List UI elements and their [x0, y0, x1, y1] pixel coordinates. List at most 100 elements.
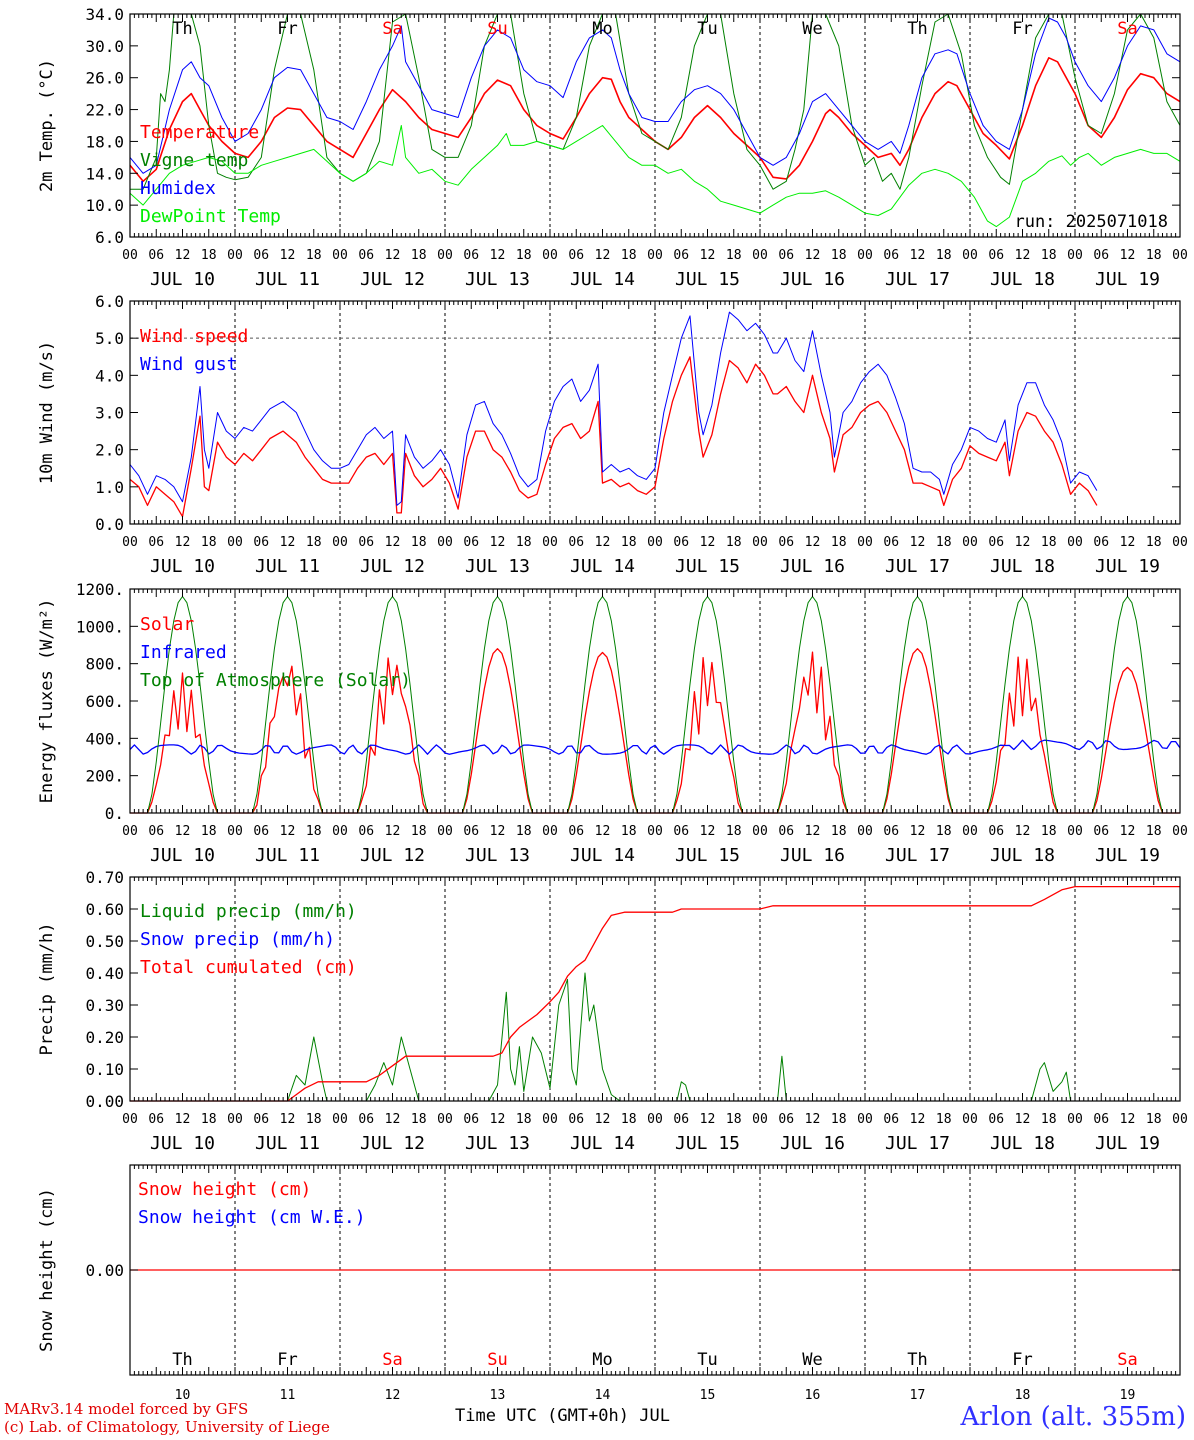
hour-label: 00 [122, 824, 138, 839]
legend-entry: Wind gust [140, 354, 238, 375]
legend-entry: Vigne temp [140, 150, 248, 171]
hour-label: 12 [1120, 535, 1136, 550]
model-credit: MARv3.14 model forced by GFS [4, 1400, 249, 1418]
hour-label: 06 [1093, 248, 1109, 263]
hour-label: 06 [148, 824, 164, 839]
day-number: 13 [490, 1388, 506, 1403]
day-name: Fr [1012, 19, 1032, 39]
legend-entry: Solar [140, 614, 194, 635]
hour-label: 00 [227, 824, 243, 839]
legend-entry: Snow precip (mm/h) [140, 929, 335, 950]
y-tick-label: 0.30 [85, 996, 124, 1015]
hour-label: 12 [280, 535, 296, 550]
hour-label: 00 [332, 1112, 348, 1127]
hour-label: 12 [280, 1112, 296, 1127]
hour-label: 06 [1093, 535, 1109, 550]
hour-label: 18 [1146, 535, 1162, 550]
hour-label: 00 [437, 1112, 453, 1127]
hour-label: 00 [752, 824, 768, 839]
date-label: JUL 15 [675, 1133, 740, 1154]
hour-label: 18 [936, 1112, 952, 1127]
hour-label: 12 [1120, 824, 1136, 839]
day-name: Fr [1012, 1350, 1032, 1370]
hour-label: 00 [542, 535, 558, 550]
date-label: JUL 10 [150, 1133, 215, 1154]
y-tick-label: 0.0 [95, 515, 124, 534]
hour-label: 00 [227, 535, 243, 550]
hour-label: 12 [385, 1112, 401, 1127]
hour-label: 06 [568, 1112, 584, 1127]
y-tick-label: 0.00 [85, 1092, 124, 1111]
hour-label: 18 [1041, 824, 1057, 839]
hour-label: 00 [647, 535, 663, 550]
hour-label: 12 [1015, 248, 1031, 263]
legend-entry: Snow height (cm W.E.) [138, 1207, 366, 1228]
run-annotation: run: 2025071018 [1014, 212, 1168, 232]
date-label: JUL 13 [465, 269, 530, 290]
y-axis-label: Snow height (cm) [37, 1188, 57, 1352]
hour-label: 18 [831, 1112, 847, 1127]
hour-label: 00 [1172, 824, 1188, 839]
hour-label: 12 [910, 1112, 926, 1127]
date-label: JUL 10 [150, 269, 215, 290]
hour-label: 12 [280, 824, 296, 839]
date-label: JUL 10 [150, 556, 215, 577]
hour-label: 00 [962, 535, 978, 550]
date-label: JUL 17 [885, 269, 950, 290]
hour-label: 00 [962, 248, 978, 263]
day-number: 12 [385, 1388, 401, 1403]
hour-label: 12 [805, 1112, 821, 1127]
hour-label: 00 [227, 248, 243, 263]
hour-label: 12 [1120, 1112, 1136, 1127]
hour-label: 18 [621, 535, 637, 550]
date-label: JUL 14 [570, 1133, 635, 1154]
hour-label: 18 [516, 1112, 532, 1127]
hour-label: 12 [175, 535, 191, 550]
hour-label: 12 [910, 824, 926, 839]
hour-label: 00 [332, 535, 348, 550]
hour-label: 18 [1041, 535, 1057, 550]
hour-label: 12 [700, 535, 716, 550]
hour-label: 06 [463, 248, 479, 263]
y-tick-label: 3.0 [95, 404, 124, 423]
hour-label: 06 [148, 248, 164, 263]
y-tick-label: 0.50 [85, 932, 124, 951]
hour-label: 00 [752, 248, 768, 263]
hour-label: 12 [490, 535, 506, 550]
hour-label: 06 [253, 535, 269, 550]
hour-label: 06 [463, 824, 479, 839]
hour-label: 12 [595, 1112, 611, 1127]
date-label: JUL 16 [780, 1133, 845, 1154]
y-tick-label: 200. [85, 767, 124, 786]
lab-credit: (c) Lab. of Climatology, University of L… [4, 1418, 330, 1436]
site-name: Arlon (alt. 355m) [960, 1402, 1186, 1432]
hour-label: 18 [1146, 824, 1162, 839]
hour-label: 06 [463, 1112, 479, 1127]
legend-entry: Wind speed [140, 326, 248, 347]
day-name: Sa [1117, 1350, 1137, 1370]
hour-label: 12 [490, 248, 506, 263]
hour-label: 12 [385, 824, 401, 839]
hour-label: 00 [1172, 1112, 1188, 1127]
date-label: JUL 19 [1095, 556, 1160, 577]
day-number: 19 [1120, 1388, 1136, 1403]
y-tick-label: 1.0 [95, 478, 124, 497]
day-name: Sa [382, 1350, 402, 1370]
hour-label: 06 [358, 824, 374, 839]
day-name: We [802, 1350, 822, 1370]
series-wind-gust [129, 311, 1098, 506]
day-number: 16 [805, 1388, 821, 1403]
hour-label: 06 [148, 1112, 164, 1127]
y-tick-label: 22.0 [85, 101, 124, 120]
day-number: 14 [595, 1388, 611, 1403]
legend-entry: Snow height (cm) [138, 1179, 311, 1200]
date-label: JUL 11 [255, 1133, 320, 1154]
y-tick-label: 0.60 [85, 900, 124, 919]
legend-entry: DewPoint Temp [140, 206, 281, 227]
hour-label: 18 [621, 248, 637, 263]
date-label: JUL 15 [675, 845, 740, 866]
hour-label: 18 [411, 535, 427, 550]
day-name: Th [907, 19, 927, 39]
date-label: JUL 11 [255, 845, 320, 866]
y-tick-label: 0.10 [85, 1060, 124, 1079]
